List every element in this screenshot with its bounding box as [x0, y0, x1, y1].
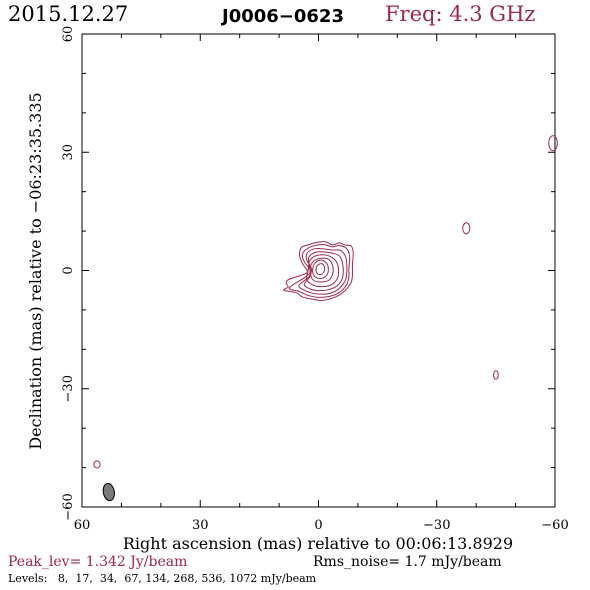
- isolated-contour: [493, 370, 499, 380]
- frequency-label: Freq: 4.3 GHz: [385, 2, 535, 26]
- x-axis-label: Right ascension (mas) relative to 00:06:…: [123, 534, 513, 553]
- y-tick-label: 0: [61, 266, 76, 274]
- y-tick-labels: −60 −30 0 30 60: [61, 26, 76, 521]
- x-tick-label: 30: [192, 518, 209, 533]
- peak-level: Peak_lev= 1.342 Jy/beam: [8, 554, 187, 570]
- tick-marks: [82, 34, 555, 507]
- y-tick-label: −30: [61, 375, 76, 402]
- contour-level-34: [298, 247, 348, 295]
- y-tick-label: −60: [61, 493, 76, 520]
- beam-shape: [102, 482, 115, 502]
- contour-level-1072: [315, 263, 326, 275]
- isolated-contour: [462, 222, 471, 235]
- contour-levels: Levels: 8, 17, 34, 67, 134, 268, 536, 10…: [8, 572, 317, 585]
- contour-level-8: [283, 241, 354, 302]
- y-tick-label: 30: [61, 144, 76, 161]
- x-tick-label: −30: [423, 518, 450, 533]
- contour-level-134: [306, 254, 340, 288]
- x-tick-label: −60: [541, 518, 568, 533]
- x-tick-labels: 60 30 0 −30 −60: [74, 518, 569, 533]
- contour-level-536: [312, 259, 329, 280]
- x-tick-label: 60: [74, 518, 91, 533]
- isolated-contour: [548, 135, 558, 152]
- observation-date: 2015.12.27: [8, 2, 128, 26]
- isolated-contours: [93, 135, 558, 469]
- y-tick-label: 60: [61, 26, 76, 43]
- beam-ellipse: [102, 482, 115, 502]
- plot-frame: [81, 33, 556, 508]
- contour-lines: [283, 241, 354, 302]
- contour-level-17: [288, 243, 351, 298]
- rms-noise: Rms_noise= 1.7 mJy/beam: [313, 554, 502, 570]
- y-axis-label: Declination (mas) relative to −06:23:35.…: [26, 92, 45, 449]
- contour-level-268: [309, 257, 334, 283]
- isolated-contour: [93, 460, 101, 469]
- x-tick-label: 0: [314, 518, 322, 533]
- source-name: J0006−0623: [220, 6, 344, 27]
